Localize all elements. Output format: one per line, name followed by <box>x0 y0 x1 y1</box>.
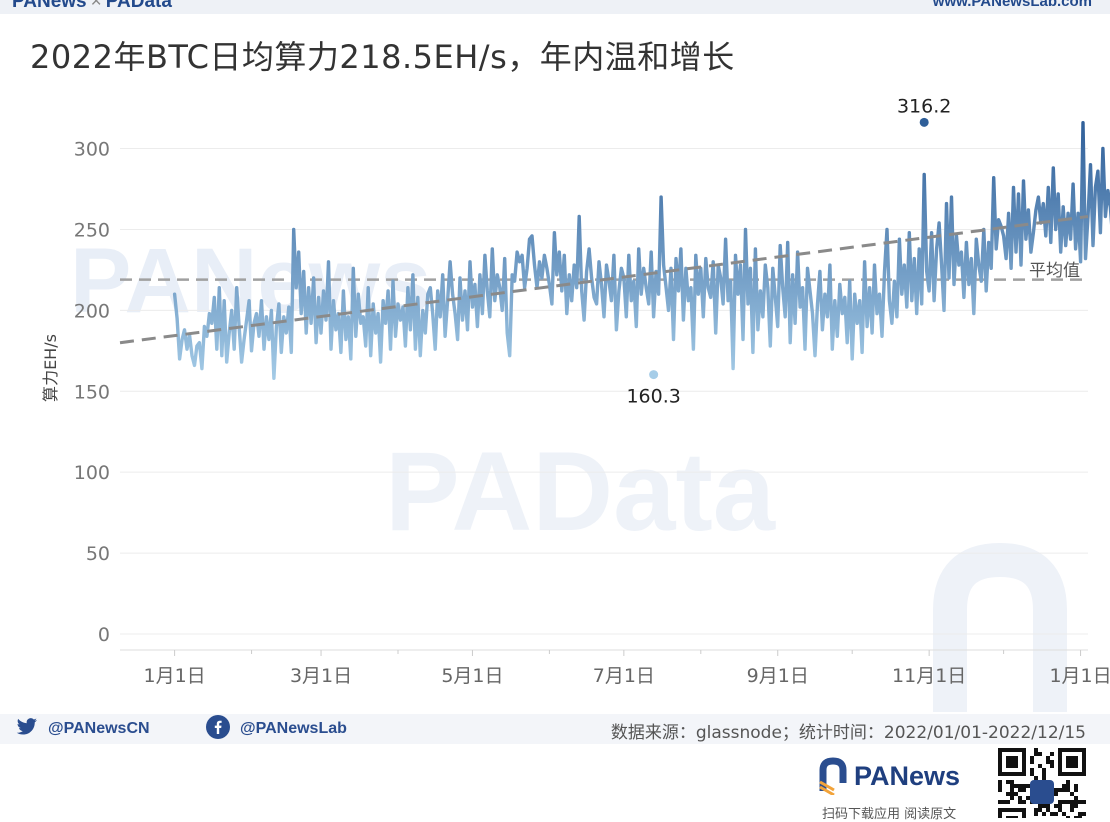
twitter-icon <box>16 717 38 741</box>
x-axis: 1月1日 3月1日 5月1日 7月1日 9月1日 11月1日 1月1日 <box>120 649 1110 687</box>
trend-line <box>119 215 1089 345</box>
annotation-label: 160.3 <box>626 386 680 408</box>
hashrate-chart: PANews PAData 0 50 100 150 200 250 300 1月1日 3月1… <box>41 95 1110 712</box>
facebook-handle-text: @PANewsLab <box>240 720 347 737</box>
annotation-point <box>919 117 929 127</box>
qr-code[interactable] <box>998 748 1086 818</box>
y-tick-label: 0 <box>98 624 110 646</box>
brand-logo: PANews × PAData <box>12 0 172 13</box>
brand-sep: × <box>90 0 102 12</box>
twitter-handle-text: @PANewsCN <box>48 720 150 737</box>
site-url[interactable]: www.PANewsLab.com <box>932 0 1092 10</box>
average-label: 平均值 <box>1029 261 1080 281</box>
panews-logo-text: PANews <box>854 760 961 791</box>
panews-logo-icon <box>819 757 847 795</box>
series-line <box>172 121 1110 380</box>
brand-left: PANews <box>12 0 87 12</box>
data-source: 数据来源：glassnode；统计时间：2022/01/01-2022/12/1… <box>610 723 1086 743</box>
grid <box>120 148 1088 635</box>
y-tick-label: 200 <box>74 300 110 322</box>
x-tick-label: 3月1日 <box>290 665 352 687</box>
y-tick-label: 50 <box>86 543 110 565</box>
annotations: 316.2 160.3 <box>626 95 951 407</box>
brand-right: PAData <box>105 0 172 12</box>
y-tick-label: 150 <box>74 381 110 403</box>
y-tick-label: 300 <box>74 139 110 161</box>
y-tick-label: 100 <box>74 462 110 484</box>
facebook-icon <box>206 714 230 744</box>
panews-logo[interactable]: PANews <box>818 756 960 796</box>
facebook-handle[interactable]: @PANewsLab <box>206 714 347 744</box>
x-tick-label: 9月1日 <box>747 665 809 687</box>
annotation-label: 316.2 <box>897 95 951 117</box>
x-tick-label: 1月1日 <box>1049 665 1110 687</box>
qr-code-icon <box>998 748 1086 818</box>
scan-text: 扫码下载应用 阅读原文 <box>822 807 957 822</box>
annotation-point <box>649 370 659 380</box>
watermark: PANews PAData <box>70 230 1067 712</box>
y-axis-label: 算力EH/s <box>41 334 60 402</box>
header-strip: PANews × PAData www.PANewsLab.com <box>0 0 1110 14</box>
x-tick-label: 7月1日 <box>593 665 655 687</box>
y-axis: 0 50 100 150 200 250 300 <box>74 139 110 646</box>
x-tick-label: 5月1日 <box>441 665 503 687</box>
chart-title: 2022年BTC日均算力218.5EH/s，年内温和增长 <box>30 38 735 76</box>
watermark-padata: PAData <box>385 429 776 554</box>
twitter-handle[interactable]: @PANewsCN <box>16 716 150 742</box>
y-tick-label: 250 <box>74 219 110 241</box>
x-tick-label: 11月1日 <box>892 665 966 687</box>
x-tick-label: 1月1日 <box>144 665 206 687</box>
watermark-logo-icon <box>933 542 1067 712</box>
footer-bar <box>0 714 1110 744</box>
